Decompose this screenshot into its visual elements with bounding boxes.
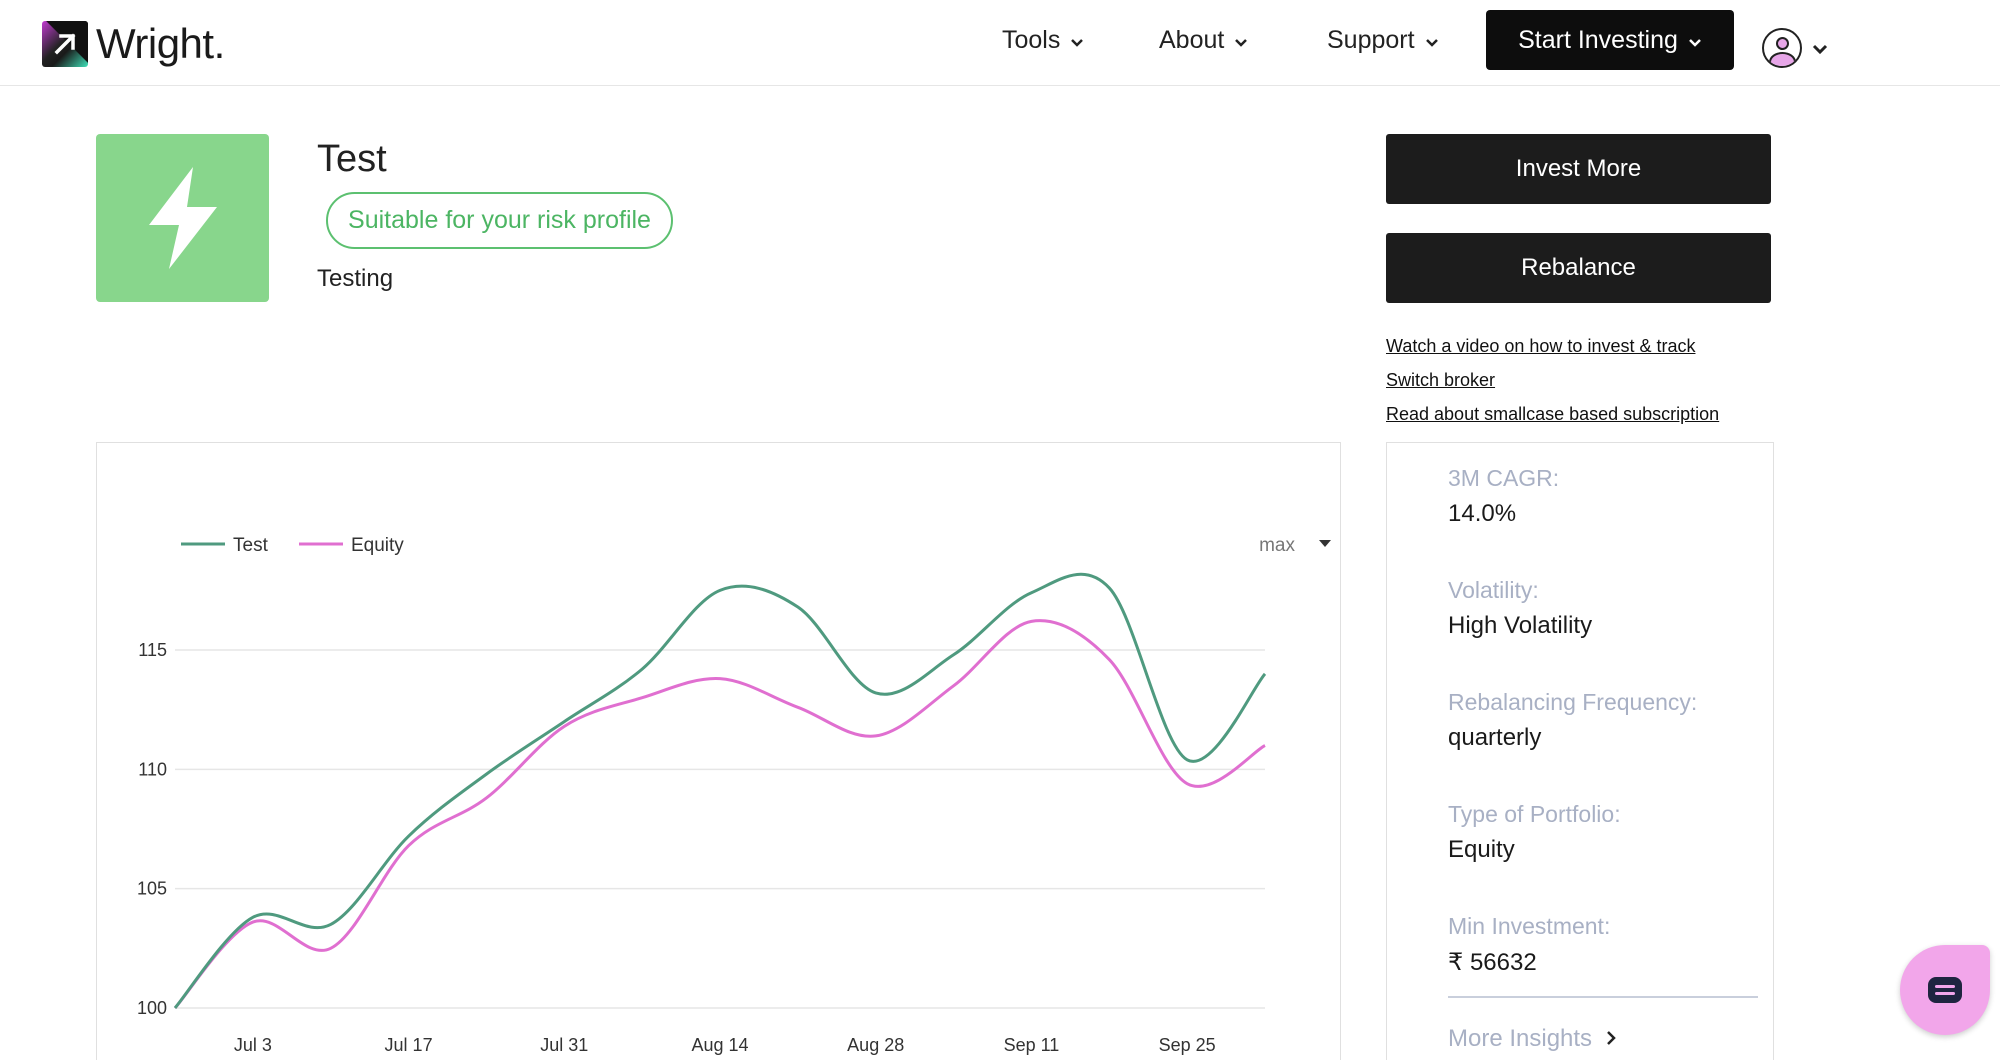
x-tick-label: Aug 28	[847, 1035, 904, 1055]
stat-label-volatility: Volatility:	[1448, 577, 1539, 603]
chevron-down-icon	[1070, 26, 1084, 55]
nav-about[interactable]: About	[1159, 26, 1248, 55]
x-tick-label: Sep 11	[1004, 1035, 1060, 1055]
stat-value-rebalancing: quarterly	[1448, 724, 1542, 751]
stat-label-cagr: 3M CAGR:	[1448, 465, 1560, 491]
more-insights-link[interactable]: More Insights	[1448, 1025, 1616, 1053]
stat-label-min-investment: Min Investment:	[1448, 913, 1611, 939]
chevron-down-icon	[1812, 42, 1828, 60]
y-tick-label: 100	[137, 998, 167, 1018]
nav-about-label: About	[1159, 26, 1225, 54]
x-tick-label: Jul 31	[540, 1035, 588, 1055]
series-line-test	[173, 572, 1267, 1009]
watch-video-link[interactable]: Watch a video on how to invest & track	[1386, 336, 1696, 356]
nav-tools[interactable]: Tools	[1002, 26, 1084, 55]
nav-tools-label: Tools	[1002, 26, 1061, 54]
performance-chart: 100 105 110 115 Jul 3 Jul 17 Jul 31 Aug 14 Aug 2…	[96, 442, 1341, 1060]
switch-broker-link[interactable]: Switch broker	[1386, 370, 1496, 390]
portfolio-icon	[96, 134, 269, 302]
logo-arrow-icon	[42, 21, 88, 67]
stat-label-rebalancing: Rebalancing Frequency:	[1448, 689, 1698, 715]
x-tick-label: Sep 25	[1159, 1035, 1216, 1055]
start-investing-button[interactable]: Start Investing	[1486, 10, 1734, 70]
stat-value-volatility: High Volatility	[1448, 612, 1593, 639]
x-tick-label: Jul 3	[234, 1035, 272, 1055]
risk-profile-badge: Suitable for your risk profile	[326, 192, 673, 249]
chevron-down-icon	[1425, 26, 1439, 55]
subscription-info-link[interactable]: Read about smallcase based subscription	[1386, 404, 1720, 424]
portfolio-stats-panel: 3M CAGR: 14.0% Volatility: High Volatili…	[1386, 442, 1774, 1060]
x-tick-label: Aug 14	[691, 1035, 748, 1055]
chevron-down-icon	[1688, 26, 1702, 55]
top-nav-bar: Wright. Tools About Support Start Invest…	[0, 0, 2000, 86]
y-tick-label: 105	[137, 879, 167, 899]
legend-entry: Equity	[351, 535, 404, 556]
stat-value-portfolio-type: Equity	[1448, 836, 1515, 863]
range-selector[interactable]: max	[1259, 535, 1295, 556]
portfolio-name: Test	[317, 138, 387, 180]
nav-support[interactable]: Support	[1327, 26, 1439, 55]
x-tick-label: Jul 17	[385, 1035, 433, 1055]
start-investing-label: Start Investing	[1518, 25, 1678, 54]
more-insights-label: More Insights	[1448, 1025, 1593, 1052]
chart-canvas: 100 105 110 115 Jul 3 Jul 17 Jul 31 Aug 14 Aug 2…	[137, 535, 1331, 1055]
divider	[1448, 996, 1758, 998]
stat-label-portfolio-type: Type of Portfolio:	[1448, 801, 1621, 827]
nav-support-label: Support	[1327, 26, 1415, 54]
series-line-equity	[173, 619, 1266, 1010]
y-tick-label: 110	[138, 759, 167, 779]
chevron-down-icon	[1234, 26, 1248, 55]
chat-icon	[1928, 977, 1962, 1003]
user-menu[interactable]	[1762, 28, 1828, 68]
caret-down-icon[interactable]	[1319, 540, 1331, 547]
chat-support-button[interactable]	[1900, 945, 1990, 1035]
logo-text: Wright.	[96, 20, 225, 67]
lightning-bolt-icon	[148, 167, 217, 269]
y-tick-label: 115	[138, 640, 167, 660]
portfolio-description: Testing	[317, 265, 394, 292]
legend-entry: Test	[233, 535, 269, 556]
invest-more-button[interactable]: Invest More	[1386, 134, 1771, 204]
logo[interactable]: Wright.	[42, 20, 225, 68]
stat-value-cagr: 14.0%	[1448, 500, 1517, 527]
chevron-right-icon	[1606, 1025, 1616, 1053]
avatar-icon	[1762, 28, 1802, 68]
rebalance-button[interactable]: Rebalance	[1386, 233, 1771, 303]
stat-value-min-investment: ₹ 56632	[1448, 949, 1537, 976]
